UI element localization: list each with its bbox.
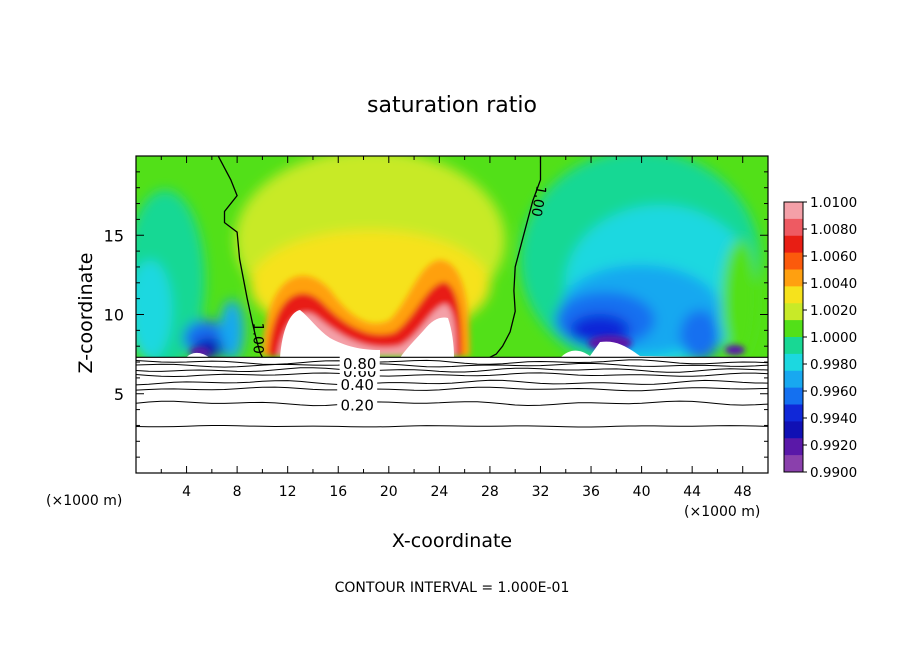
colorbar-swatch — [784, 370, 803, 389]
density-contour-line — [136, 386, 768, 392]
colorbar-swatch — [784, 438, 803, 456]
contour-interval-note: CONTOUR INTERVAL = 1.000E-01 — [335, 580, 570, 596]
colorbar-swatch — [784, 202, 803, 220]
colorbar-swatch — [784, 421, 803, 439]
contour-label-density: 0.80 — [343, 355, 376, 373]
colorbar-label: 0.9960 — [810, 384, 857, 400]
colorbar-swatch — [784, 218, 803, 237]
colorbar-swatch — [784, 320, 803, 338]
contour-label-density: 0.20 — [340, 396, 373, 414]
y-tick-label: 5 — [114, 385, 124, 404]
colorbar-swatch — [784, 387, 803, 405]
x-tick-label: 48 — [734, 484, 752, 500]
colorbar-label: 0.9920 — [810, 438, 857, 454]
x-tick-label: 12 — [279, 484, 297, 500]
chart-title: saturation ratio — [367, 93, 537, 118]
field-lime-right — [722, 240, 758, 360]
x-tick-label: 24 — [430, 484, 448, 500]
contour-lines — [136, 156, 768, 428]
heatmap-field — [136, 156, 768, 473]
colorbar: 1.0100 1.0080 1.0060 1.0040 1.0020 1.0000 0.99… — [783, 195, 857, 481]
colorbar-swatch — [784, 353, 803, 372]
y-axis-label: Z-coordinate — [75, 253, 97, 374]
x-tick-label: 36 — [582, 484, 600, 500]
density-contour-line — [136, 379, 768, 386]
x-tick-label: 40 — [633, 484, 651, 500]
contour-label-bg — [337, 397, 378, 413]
contour-label-1-00-right: 1.00 — [528, 184, 549, 217]
colorbar-swatch — [784, 455, 803, 473]
x-unit-right: (×1000 m) — [684, 504, 760, 520]
contour-labels: 1.001.000.200.400.600.80 — [250, 184, 549, 414]
x-unit-left: (×1000 m) — [46, 493, 122, 509]
colorbar-label: 1.0080 — [810, 222, 857, 238]
x-tick-label: 32 — [532, 484, 550, 500]
field-white-core-right — [400, 317, 454, 358]
density-contour-line — [136, 400, 768, 407]
y-tick-label: 10 — [104, 306, 124, 325]
density-contour-line — [136, 425, 768, 428]
colorbar-label: 0.9940 — [810, 411, 857, 427]
colorbar-label: 1.0040 — [810, 276, 857, 292]
x-axis: 4 8 12 16 20 24 28 32 36 40 44 48 — [160, 156, 752, 500]
x-tick-label: 20 — [380, 484, 398, 500]
colorbar-swatch — [784, 303, 803, 321]
contour-label-density: 0.40 — [340, 376, 373, 394]
colorbar-label: 1.0060 — [810, 249, 857, 265]
field-cyan-left2 — [220, 300, 244, 360]
x-tick-label: 44 — [683, 484, 701, 500]
contour-label-1-00-left: 1.00 — [250, 323, 266, 354]
lower-layer — [136, 357, 768, 473]
y-tick-label: 15 — [104, 226, 124, 245]
x-tick-label: 16 — [329, 484, 347, 500]
colorbar-label: 1.0000 — [810, 330, 857, 346]
y-axis: 5 10 15 — [104, 171, 768, 458]
field-white-core-left — [280, 310, 380, 358]
colorbar-swatch — [784, 337, 803, 355]
x-tick-label: 8 — [233, 484, 242, 500]
colorbar-swatch — [784, 286, 803, 304]
x-axis-label: X-coordinate — [392, 530, 512, 552]
colorbar-label: 1.0020 — [810, 303, 857, 319]
density-contour-line — [136, 372, 768, 378]
colorbar-swatch — [784, 404, 803, 422]
contour-label-bg — [339, 356, 380, 372]
density-contour-line — [136, 362, 768, 368]
contour-label-bg — [337, 376, 378, 392]
contour-1-00-left — [217, 156, 263, 358]
colorbar-label: 1.0100 — [810, 195, 857, 211]
field-blue-right2 — [680, 310, 720, 360]
density-contour-line — [136, 359, 768, 365]
colorbar-swatch — [784, 235, 803, 254]
density-contour-line — [136, 367, 768, 373]
colorbar-label: 0.9980 — [810, 357, 857, 373]
colorbar-swatch — [784, 269, 803, 287]
x-tick-label: 4 — [182, 484, 191, 500]
colorbar-label: 0.9900 — [810, 465, 857, 481]
contour-1-00-right — [489, 156, 542, 358]
field-purple-right2 — [725, 345, 745, 355]
field-teal-left — [136, 260, 172, 360]
x-tick-label: 28 — [481, 484, 499, 500]
colorbar-swatch — [784, 252, 803, 270]
